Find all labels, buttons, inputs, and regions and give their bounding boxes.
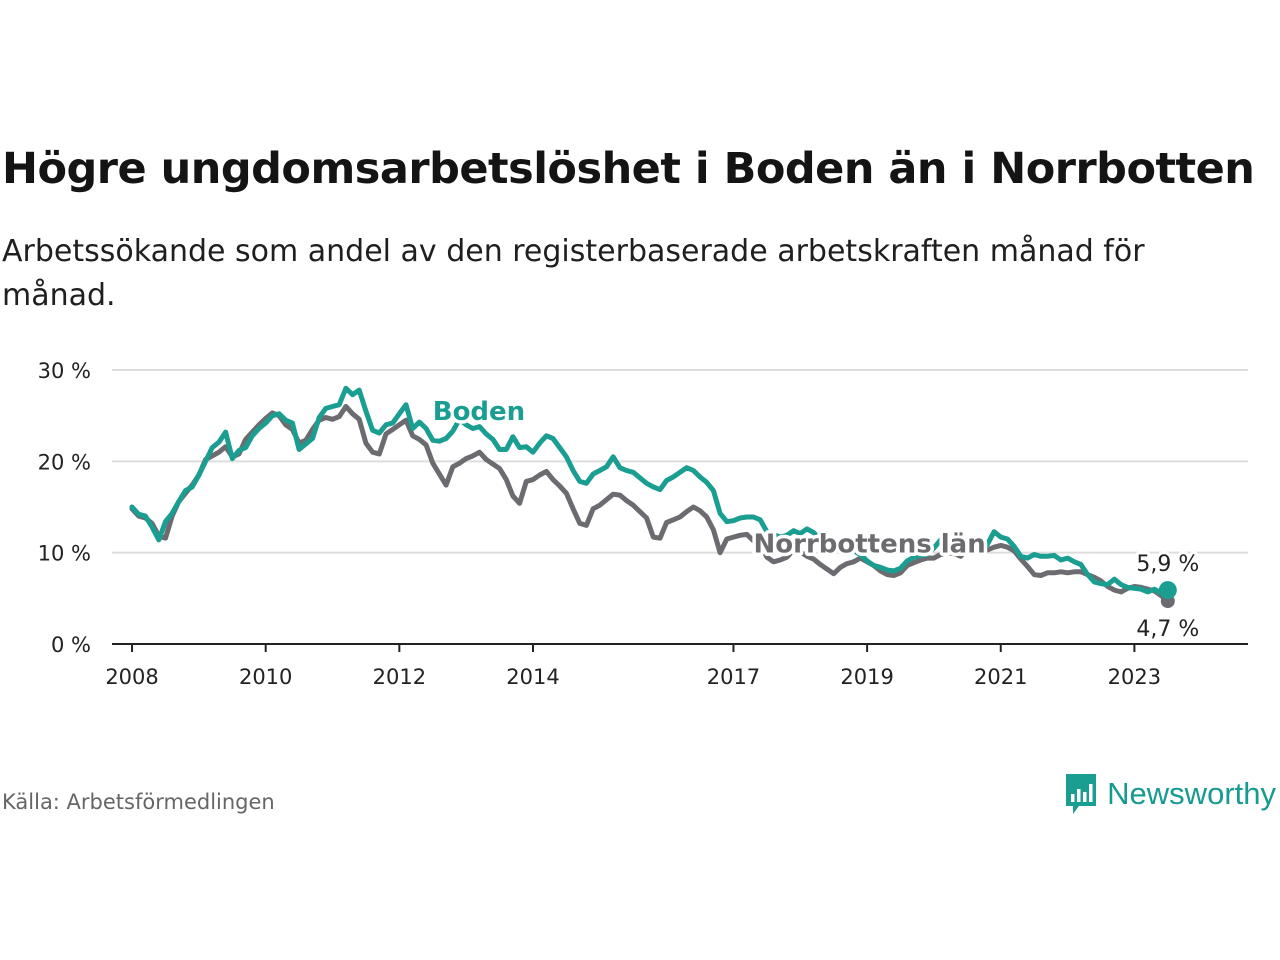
norrbotten-series-label: Norrbottens län [754, 530, 986, 560]
x-tick-label: 2023 [1108, 665, 1161, 689]
x-tick-label: 2012 [373, 665, 426, 689]
brand-logo[interactable]: Newsworthy [1063, 772, 1276, 816]
x-tick-label: 2008 [105, 665, 158, 689]
series-labels: Norrbottens län 4,7 % Boden 5,9 % [429, 394, 1202, 645]
chart-title: Högre ungdomsarbetslöshet i Boden än i N… [2, 144, 1255, 194]
y-tick-label: 20 % [38, 450, 91, 474]
line-chart: 0 % 10 % 20 % 30 % 2008 2010 2012 2014 2017 2019… [38, 359, 1248, 689]
newsworthy-logo-icon [1066, 774, 1097, 814]
boden-end-label: 5,9 % [1136, 552, 1199, 577]
norrbotten-end-label: 4,7 % [1136, 617, 1199, 642]
x-tick-label: 2010 [239, 665, 292, 689]
y-axis-ticks: 0 % 10 % 20 % 30 % [38, 359, 91, 657]
series-lines [129, 385, 1177, 609]
y-tick-label: 10 % [38, 542, 91, 566]
norrbotten-line [129, 404, 1171, 604]
gridlines [112, 369, 1248, 645]
x-tick-label: 2014 [506, 665, 559, 689]
x-tick-label: 2021 [974, 665, 1027, 689]
y-tick-label: 0 % [51, 633, 91, 657]
y-tick-label: 30 % [38, 359, 91, 383]
boden-series-label: Boden [433, 397, 525, 427]
x-tick-label: 2019 [840, 665, 893, 689]
source-note: Källa: Arbetsförmedlingen [2, 790, 275, 814]
boden-end-marker [1158, 581, 1177, 600]
x-axis-ticks: 2008 2010 2012 2014 2017 2019 2021 2023 [105, 644, 1161, 689]
brand-name: Newsworthy [1107, 776, 1276, 811]
x-tick-label: 2017 [707, 665, 760, 689]
chart-subtitle: Arbetssökande som andel av den registerb… [2, 234, 1145, 313]
boden-line [129, 385, 1171, 596]
